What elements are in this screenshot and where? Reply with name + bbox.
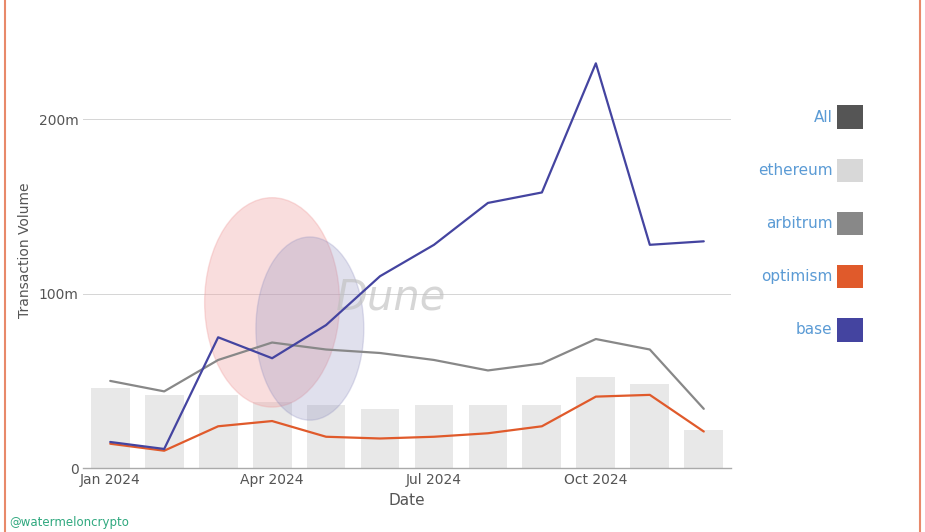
Bar — [684, 430, 723, 468]
Ellipse shape — [204, 198, 339, 407]
Bar — [306, 405, 345, 468]
X-axis label: Date: Date — [388, 493, 426, 508]
Bar — [91, 388, 130, 468]
Bar — [144, 395, 183, 468]
Text: ethereum: ethereum — [758, 163, 832, 178]
Bar — [361, 409, 400, 468]
Text: arbitrum: arbitrum — [766, 216, 832, 231]
Bar — [523, 405, 561, 468]
Text: base: base — [796, 322, 832, 337]
Bar — [630, 385, 669, 468]
Text: optimism: optimism — [761, 269, 832, 284]
Bar — [468, 405, 507, 468]
Ellipse shape — [256, 237, 364, 420]
Bar — [199, 395, 238, 468]
Bar — [253, 402, 291, 468]
Text: All: All — [814, 110, 832, 124]
Bar — [414, 405, 453, 468]
Text: @watermeloncrypto: @watermeloncrypto — [9, 517, 130, 529]
Text: Dune: Dune — [336, 276, 446, 318]
Bar — [576, 377, 615, 468]
Y-axis label: Transaction Volume: Transaction Volume — [18, 182, 31, 318]
